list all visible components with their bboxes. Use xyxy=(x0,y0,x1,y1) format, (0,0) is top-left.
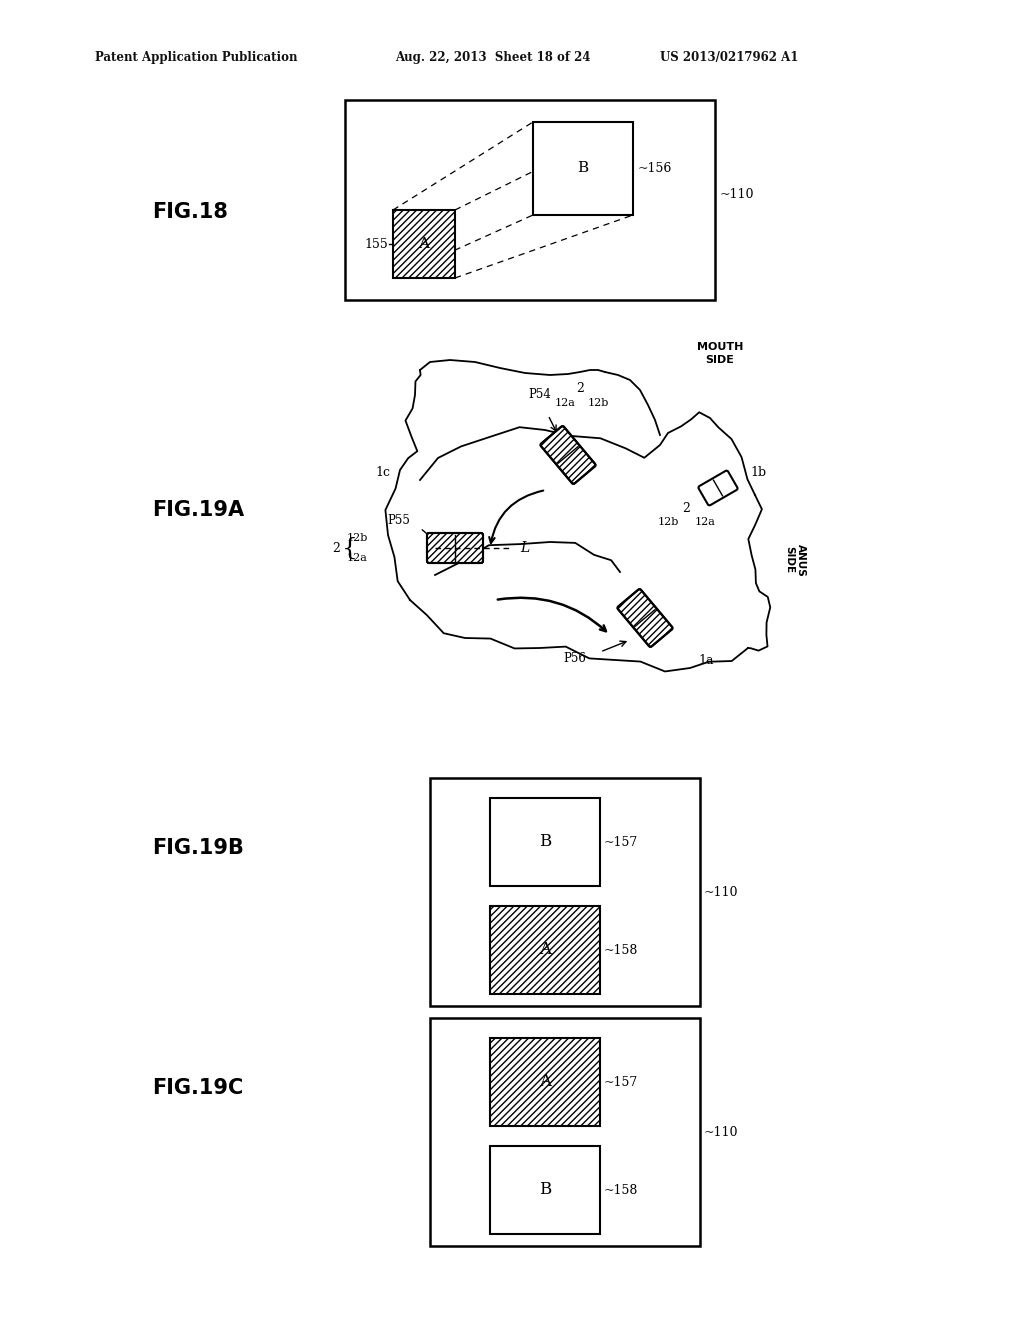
Text: 12a: 12a xyxy=(694,517,716,527)
Text: 12b: 12b xyxy=(588,399,608,408)
Text: A: A xyxy=(419,238,429,251)
Text: ANUS
SIDE: ANUS SIDE xyxy=(784,544,806,577)
Bar xyxy=(490,1146,600,1234)
Bar xyxy=(490,1038,600,1126)
Text: 12b: 12b xyxy=(657,517,679,527)
Text: ~156: ~156 xyxy=(638,162,673,176)
Text: ~158: ~158 xyxy=(604,944,638,957)
Text: Patent Application Publication: Patent Application Publication xyxy=(95,50,298,63)
Text: 2: 2 xyxy=(332,541,340,554)
Text: 12a: 12a xyxy=(347,553,368,564)
Bar xyxy=(534,121,633,215)
Text: SIDE: SIDE xyxy=(706,355,734,366)
Text: 12a: 12a xyxy=(555,399,575,408)
Text: A: A xyxy=(539,1073,551,1090)
Text: ~157: ~157 xyxy=(604,1076,638,1089)
Text: 12b: 12b xyxy=(347,533,368,543)
FancyBboxPatch shape xyxy=(427,533,483,564)
Text: P54: P54 xyxy=(528,388,552,401)
Text: ~158: ~158 xyxy=(604,1184,638,1196)
Text: FIG.19B: FIG.19B xyxy=(152,838,244,858)
Text: 1a: 1a xyxy=(698,653,714,667)
Text: B: B xyxy=(539,1181,551,1199)
Text: MOUTH: MOUTH xyxy=(696,342,743,352)
Text: 2: 2 xyxy=(577,381,584,395)
Text: 1b: 1b xyxy=(750,466,766,479)
Text: 1c: 1c xyxy=(375,466,390,479)
Text: B: B xyxy=(578,161,589,176)
Text: {: { xyxy=(342,536,357,560)
Bar xyxy=(393,210,455,279)
Text: B: B xyxy=(539,833,551,850)
Bar xyxy=(345,100,715,300)
Text: A: A xyxy=(539,941,551,958)
Text: ~110: ~110 xyxy=(705,886,738,899)
Text: P56: P56 xyxy=(563,652,587,664)
Text: FIG.19C: FIG.19C xyxy=(152,1078,244,1098)
Text: 2: 2 xyxy=(682,502,690,515)
Text: ~110: ~110 xyxy=(705,1126,738,1138)
Text: 155: 155 xyxy=(365,238,388,251)
Text: US 2013/0217962 A1: US 2013/0217962 A1 xyxy=(660,50,799,63)
Bar xyxy=(490,906,600,994)
Text: P55: P55 xyxy=(387,513,410,527)
FancyBboxPatch shape xyxy=(698,471,737,506)
FancyBboxPatch shape xyxy=(541,426,596,484)
Bar xyxy=(490,799,600,886)
Text: FIG.19A: FIG.19A xyxy=(152,500,244,520)
Text: L: L xyxy=(520,541,529,554)
Text: Aug. 22, 2013  Sheet 18 of 24: Aug. 22, 2013 Sheet 18 of 24 xyxy=(395,50,591,63)
FancyBboxPatch shape xyxy=(617,589,673,647)
Bar xyxy=(430,1018,700,1246)
Text: FIG.18: FIG.18 xyxy=(152,202,228,222)
Text: ~110: ~110 xyxy=(720,189,755,202)
Bar xyxy=(430,777,700,1006)
Text: ~157: ~157 xyxy=(604,836,638,849)
